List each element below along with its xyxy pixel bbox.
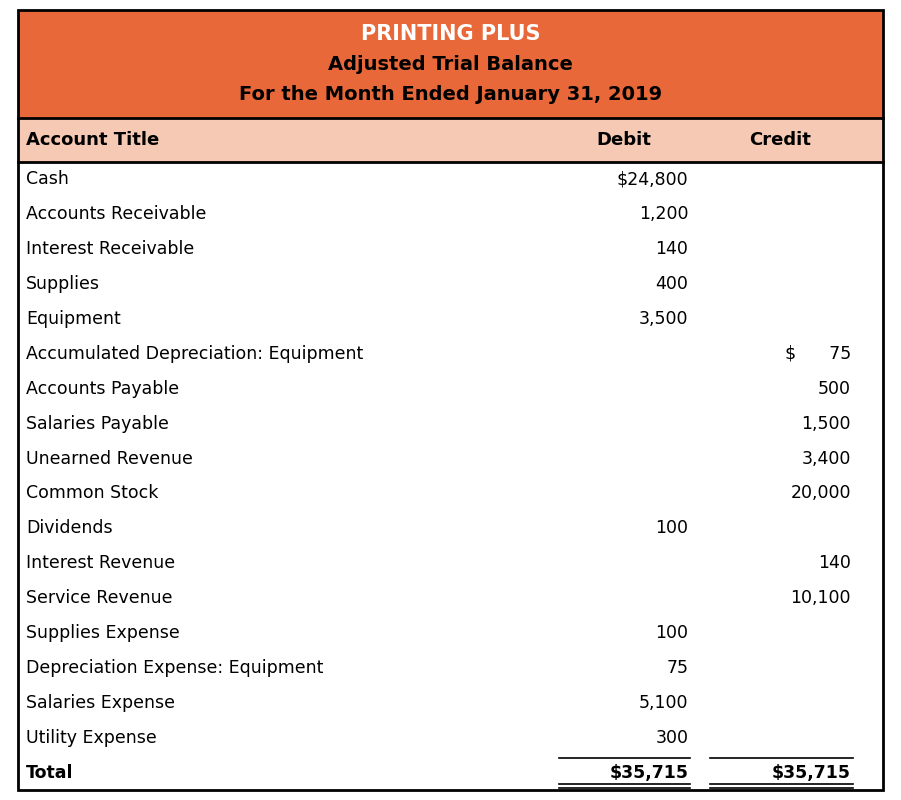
Text: 10,100: 10,100	[790, 589, 851, 607]
Text: 20,000: 20,000	[790, 485, 851, 502]
Text: 75: 75	[667, 659, 688, 677]
Text: Interest Revenue: Interest Revenue	[26, 554, 175, 572]
Text: Common Stock: Common Stock	[26, 485, 159, 502]
Text: Debit: Debit	[596, 131, 651, 149]
Text: Depreciation Expense: Equipment: Depreciation Expense: Equipment	[26, 659, 323, 677]
Text: Account Title: Account Title	[26, 131, 159, 149]
Text: Salaries Payable: Salaries Payable	[26, 414, 168, 433]
Text: 400: 400	[656, 275, 688, 293]
Text: $35,715: $35,715	[609, 763, 688, 782]
Text: Unearned Revenue: Unearned Revenue	[26, 450, 193, 467]
Bar	[18, 162, 883, 790]
Text: Supplies: Supplies	[26, 275, 100, 293]
Text: $      75: $ 75	[785, 345, 851, 363]
Text: Equipment: Equipment	[26, 310, 121, 328]
Text: Utility Expense: Utility Expense	[26, 729, 157, 746]
Text: Dividends: Dividends	[26, 519, 113, 538]
Text: $35,715: $35,715	[772, 763, 851, 782]
Text: Adjusted Trial Balance: Adjusted Trial Balance	[328, 54, 573, 74]
Text: Accounts Receivable: Accounts Receivable	[26, 206, 206, 223]
Text: Total: Total	[26, 763, 74, 782]
Text: Interest Receivable: Interest Receivable	[26, 240, 195, 258]
Text: 500: 500	[818, 380, 851, 398]
Text: 3,400: 3,400	[802, 450, 851, 467]
Text: Accumulated Depreciation: Equipment: Accumulated Depreciation: Equipment	[26, 345, 363, 363]
Text: Accounts Payable: Accounts Payable	[26, 380, 179, 398]
Text: For the Month Ended January 31, 2019: For the Month Ended January 31, 2019	[239, 85, 662, 104]
Text: 3,500: 3,500	[639, 310, 688, 328]
Text: Credit: Credit	[750, 131, 812, 149]
Text: Salaries Expense: Salaries Expense	[26, 694, 175, 712]
Text: 140: 140	[656, 240, 688, 258]
Text: $24,800: $24,800	[617, 170, 688, 189]
Text: PRINTING PLUS: PRINTING PLUS	[360, 24, 541, 44]
Text: 5,100: 5,100	[639, 694, 688, 712]
Text: 140: 140	[818, 554, 851, 572]
Text: 100: 100	[655, 519, 688, 538]
Text: Service Revenue: Service Revenue	[26, 589, 172, 607]
Bar	[18, 10, 883, 118]
Text: Supplies Expense: Supplies Expense	[26, 624, 180, 642]
Text: Cash: Cash	[26, 170, 68, 189]
Bar	[18, 118, 883, 162]
Text: 1,500: 1,500	[802, 414, 851, 433]
Text: 300: 300	[655, 729, 688, 746]
Text: 1,200: 1,200	[639, 206, 688, 223]
Text: 100: 100	[655, 624, 688, 642]
